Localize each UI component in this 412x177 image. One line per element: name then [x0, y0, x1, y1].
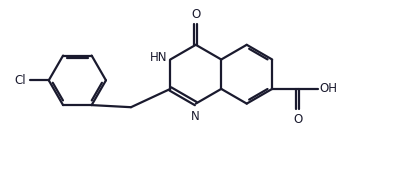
Text: N: N — [191, 110, 199, 123]
Text: HN: HN — [150, 51, 167, 64]
Text: O: O — [191, 8, 200, 21]
Text: Cl: Cl — [15, 74, 26, 87]
Text: O: O — [293, 113, 302, 126]
Text: OH: OH — [320, 82, 337, 95]
